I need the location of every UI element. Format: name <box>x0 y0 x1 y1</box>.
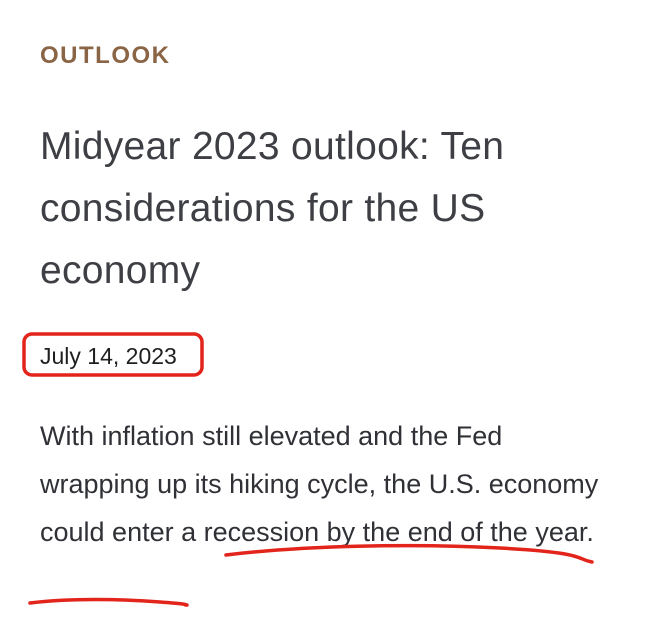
article-summary: With inflation still elevated and the Fe… <box>40 421 599 547</box>
publish-date: July 14, 2023 <box>40 343 177 369</box>
year-underline <box>28 597 189 607</box>
article-title: Midyear 2023 outlook: Ten considerations… <box>40 125 505 292</box>
category-label: OUTLOOK <box>40 42 171 69</box>
